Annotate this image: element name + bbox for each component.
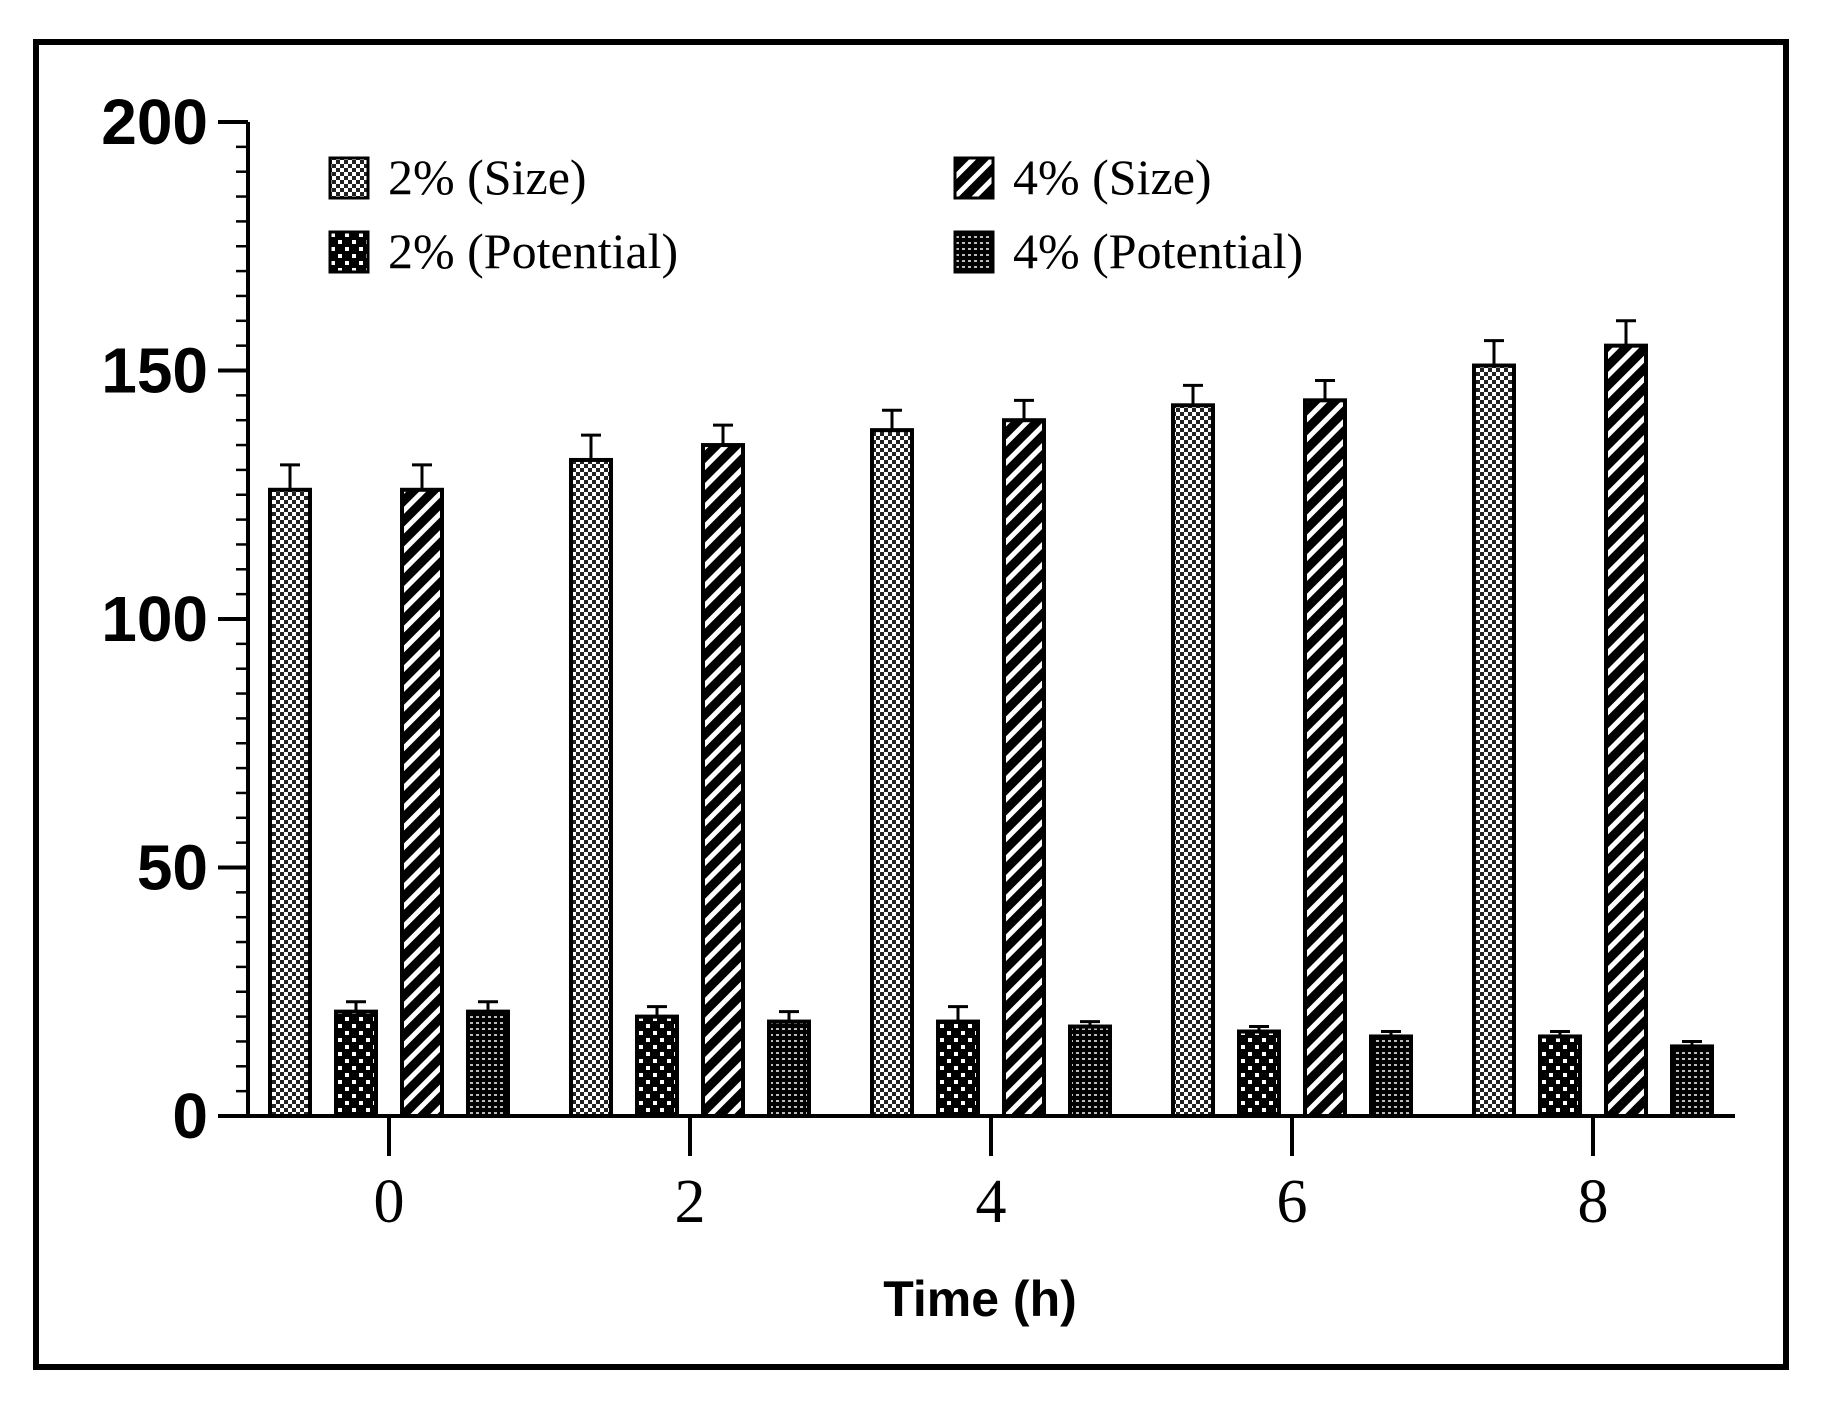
bar-3-4 [1670,1044,1714,1119]
x-tick-label: 8 [1578,1168,1609,1236]
x-tick-label: 4 [976,1168,1007,1236]
bar-0-2 [870,428,914,1118]
legend-label: 2% (Potential) [388,223,678,279]
legend-swatch [328,230,370,274]
bar-0-0 [268,487,312,1118]
y-tick-label: 200 [101,86,208,158]
bar-1-4 [1538,1034,1582,1118]
legend-label: 2% (Size) [388,149,587,205]
legend-label: 4% (Size) [1013,149,1212,205]
legend-swatch [953,156,995,200]
bar-0-1 [569,457,613,1118]
y-tick-label: 150 [101,335,208,407]
legend-swatch [328,156,370,200]
bar-2-0 [400,487,444,1118]
legend: 2% (Size) 4% (Size) 2% (Potential) 4% (Pote… [328,149,1303,279]
bar-3-1 [767,1019,811,1119]
bar-3-3 [1369,1034,1413,1118]
bar-2-2 [1002,418,1046,1118]
bar-0-3 [1171,403,1215,1119]
y-axis: 0 50 100 150 200 [101,86,250,1152]
bar-1-3 [1237,1029,1281,1119]
y-tick-label: 50 [137,832,208,904]
bar-1-0 [334,1009,378,1119]
legend-label: 4% (Potential) [1013,223,1303,279]
bar-1-2 [936,1019,980,1119]
x-axis-title: Time (h) [883,1271,1077,1327]
bar-3-2 [1068,1024,1112,1119]
x-tick-label: 6 [1277,1168,1308,1236]
y-tick-label: 100 [101,583,208,655]
bar-2-3 [1303,398,1347,1118]
y-tick-label: 0 [172,1080,208,1152]
bar-3-0 [466,1009,510,1119]
x-tick-label: 0 [374,1168,405,1236]
legend-swatch [953,230,995,274]
bar-2-4 [1604,343,1648,1118]
bar-1-1 [635,1014,679,1118]
x-tick-label: 2 [675,1168,706,1236]
bars [268,319,1714,1119]
bar-0-4 [1472,363,1516,1118]
bar-2-1 [701,443,745,1118]
